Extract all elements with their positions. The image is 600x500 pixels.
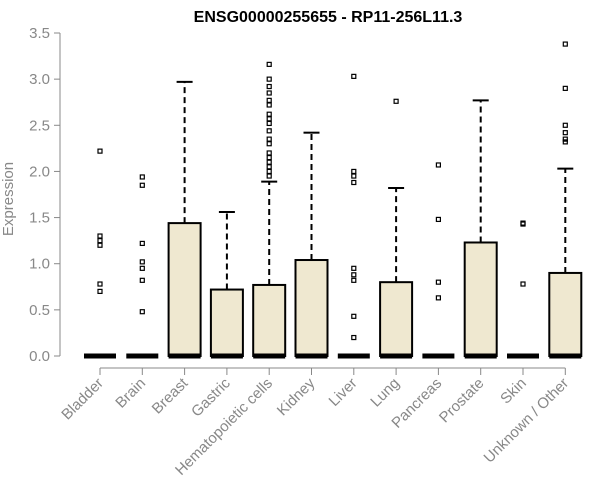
- box-breast: [167, 80, 202, 359]
- outlier-point: [266, 154, 272, 161]
- outlier-point: [435, 279, 441, 285]
- y-tick-label: 2.0: [29, 163, 50, 180]
- outlier-point: [266, 164, 272, 170]
- outlier-point: [266, 173, 272, 179]
- outlier-point: [435, 295, 441, 301]
- outlier-point: [562, 130, 568, 136]
- box-brain: [126, 174, 159, 359]
- outlier-point: [351, 179, 357, 186]
- outlier-point: [266, 150, 272, 156]
- outlier-point: [139, 277, 145, 283]
- box-pancreas: [422, 162, 455, 359]
- box-unknown-other: [548, 41, 583, 359]
- box-bladder: [84, 148, 116, 359]
- x-tick-label: Kidney: [274, 374, 319, 419]
- outlier-point: [351, 168, 357, 175]
- outlier-point: [351, 272, 357, 278]
- outlier-point: [266, 61, 272, 67]
- outlier-point: [351, 334, 357, 341]
- outlier-point: [139, 265, 145, 271]
- box-rect: [294, 259, 329, 357]
- outlier-point: [266, 116, 272, 122]
- y-tick-label: 3.0: [29, 71, 50, 88]
- outlier-point: [351, 265, 357, 271]
- outlier-point: [266, 102, 272, 108]
- y-tick-label: 3.5: [29, 25, 50, 42]
- outlier-point: [520, 281, 526, 287]
- box-kidney: [294, 131, 329, 359]
- outlier-point: [266, 141, 272, 147]
- box-rect: [548, 271, 583, 358]
- outlier-point: [97, 242, 103, 248]
- boxes-group: [84, 41, 583, 359]
- outlier-point: [351, 277, 357, 283]
- outlier-point: [139, 259, 145, 265]
- outlier-point: [520, 221, 526, 227]
- outlier-point: [97, 238, 103, 244]
- box-liver: [337, 73, 370, 359]
- box-rect: [463, 241, 498, 357]
- box-gastric: [209, 211, 244, 359]
- box-prostate: [463, 99, 498, 359]
- outlier-point: [139, 182, 145, 188]
- box-rect: [209, 288, 244, 358]
- y-tick-label: 0.0: [29, 348, 50, 365]
- outlier-point: [266, 97, 272, 103]
- y-tick-label: 1.0: [29, 256, 50, 273]
- y-axis-label: Expression: [0, 162, 17, 236]
- outlier-point: [435, 216, 441, 223]
- outlier-point: [139, 309, 145, 315]
- x-tick-label: Prostate: [436, 375, 488, 427]
- outlier-point: [266, 83, 272, 90]
- box-rect: [252, 283, 287, 357]
- box-rect: [379, 281, 414, 357]
- y-axis: 0.0 0.5 1.0 1.5 2.0 2.5 3.0 3.5: [29, 25, 61, 365]
- chart-title: ENSG00000255655 - RP11-256L11.3: [194, 9, 463, 26]
- x-tick-label: Lung: [367, 375, 403, 411]
- outlier-point: [266, 90, 272, 96]
- outlier-point: [139, 240, 145, 247]
- x-tick-label: Breast: [149, 374, 192, 417]
- outlier-point: [266, 120, 272, 127]
- outlier-point: [562, 85, 568, 91]
- outlier-point: [562, 122, 568, 128]
- outlier-point: [97, 148, 103, 154]
- outlier-point: [266, 159, 272, 165]
- outlier-point: [266, 136, 272, 142]
- box-lung: [379, 98, 414, 359]
- y-tick-label: 0.5: [29, 302, 50, 319]
- box-skin: [507, 220, 539, 359]
- x-tick-label: Brain: [112, 375, 149, 412]
- outlier-point: [435, 162, 441, 168]
- y-tick-label: 1.5: [29, 210, 50, 227]
- outlier-point: [562, 136, 568, 142]
- x-tick-label: Bladder: [58, 375, 107, 424]
- y-tick-label: 2.5: [29, 117, 50, 134]
- outlier-point: [393, 98, 399, 104]
- x-tick-label: Liver: [326, 375, 361, 410]
- x-tick-label: Skin: [497, 375, 530, 408]
- outlier-point: [266, 168, 272, 175]
- outlier-point: [139, 174, 145, 180]
- outlier-point: [97, 288, 103, 294]
- outlier-point: [266, 76, 272, 82]
- outlier-point: [97, 233, 103, 239]
- outlier-point: [562, 41, 568, 47]
- outlier-point: [351, 73, 357, 79]
- outlier-point: [97, 281, 103, 287]
- outlier-point: [351, 313, 357, 319]
- outlier-point: [266, 111, 272, 117]
- outlier-point: [266, 128, 272, 134]
- outlier-point: [351, 173, 357, 179]
- outlier-point: [562, 139, 568, 145]
- box-rect: [167, 222, 202, 357]
- box-hematopoietic-cells: [252, 61, 287, 359]
